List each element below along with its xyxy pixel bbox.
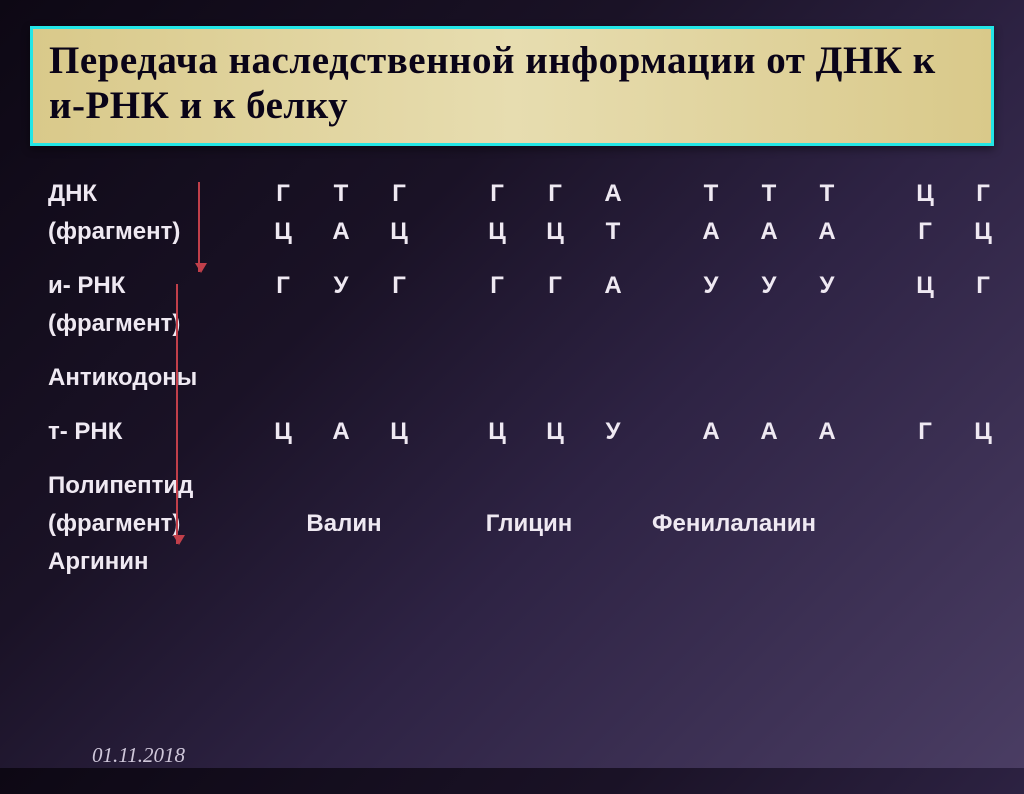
nt: Т bbox=[740, 180, 798, 208]
nt: Г bbox=[468, 180, 526, 208]
nt: Г bbox=[954, 180, 1012, 208]
amino-acid: Аргинин bbox=[48, 548, 434, 576]
nt: Ц bbox=[254, 218, 312, 246]
row-mrna: и- РНК Г У Г Г Г А У У У Ц Г У bbox=[48, 268, 986, 304]
nt: Т bbox=[584, 218, 642, 246]
nt: Ц bbox=[954, 418, 1012, 446]
nt: У bbox=[740, 272, 798, 300]
nt: Г bbox=[526, 272, 584, 300]
nt: У bbox=[682, 272, 740, 300]
spacer bbox=[48, 452, 986, 468]
nt: Г bbox=[254, 180, 312, 208]
nt: А bbox=[1012, 218, 1024, 246]
nt: Ц bbox=[526, 218, 584, 246]
nt: А bbox=[312, 418, 370, 446]
row-polypeptide-amino-wrap: Аргинин bbox=[48, 544, 986, 580]
amino-acid: Глицин bbox=[434, 510, 624, 538]
nt: Г bbox=[370, 272, 428, 300]
label-anticodons: Антикодоны bbox=[48, 364, 254, 392]
nt: Ц bbox=[954, 218, 1012, 246]
nt: Г bbox=[526, 180, 584, 208]
nt: А bbox=[798, 218, 856, 246]
nt: Т bbox=[798, 180, 856, 208]
row-mrna-sub: (фрагмент) bbox=[48, 306, 986, 342]
spacer bbox=[48, 398, 986, 414]
nt: А bbox=[584, 272, 642, 300]
row-dna-top: ДНК Г Т Г Г Г А Т Т Т Ц Г Т bbox=[48, 176, 986, 212]
title-bar: Передача наследственной информации от ДН… bbox=[30, 26, 994, 146]
footer-date: 01.11.2018 bbox=[92, 743, 185, 768]
label-polypeptide: Полипептид bbox=[48, 472, 254, 500]
nt: А bbox=[682, 418, 740, 446]
nt: Г bbox=[468, 272, 526, 300]
row-dna-bottom: (фрагмент) Ц А Ц Ц Ц Т А А А Г Ц А bbox=[48, 214, 986, 250]
arrow-dna-to-mrna bbox=[198, 182, 200, 272]
nt: У bbox=[798, 272, 856, 300]
nt: У bbox=[584, 418, 642, 446]
nt: А bbox=[740, 218, 798, 246]
nt: Т bbox=[682, 180, 740, 208]
label-dna: ДНК bbox=[48, 180, 254, 208]
spacer bbox=[48, 252, 986, 268]
nt: Ц bbox=[526, 418, 584, 446]
nt: А bbox=[1012, 418, 1024, 446]
slide-title: Передача наследственной информации от ДН… bbox=[49, 39, 975, 129]
nt: Ц bbox=[254, 418, 312, 446]
row-polypeptide: Полипептид bbox=[48, 468, 986, 504]
amino-acid: Валин bbox=[254, 510, 434, 538]
label-mrna-fragment: (фрагмент) bbox=[48, 310, 254, 338]
nt: Г bbox=[896, 418, 954, 446]
nt: А bbox=[312, 218, 370, 246]
label-mrna: и- РНК bbox=[48, 272, 254, 300]
amino-acid: Фенилаланин bbox=[624, 510, 844, 538]
nt: Ц bbox=[370, 218, 428, 246]
nt: Т bbox=[1012, 180, 1024, 208]
label-dna-fragment: (фрагмент) bbox=[48, 218, 254, 246]
nt: А bbox=[740, 418, 798, 446]
row-trna: т- РНК Ц А Ц Ц Ц У А А А Г Ц А bbox=[48, 414, 986, 450]
nt: Г bbox=[254, 272, 312, 300]
nt: Ц bbox=[896, 272, 954, 300]
nt: А bbox=[584, 180, 642, 208]
nt: Г bbox=[370, 180, 428, 208]
slide: Передача наследственной информации от ДН… bbox=[0, 26, 1024, 794]
nt: Ц bbox=[468, 218, 526, 246]
label-polypeptide-fragment: (фрагмент) bbox=[48, 510, 254, 538]
nt: А bbox=[682, 218, 740, 246]
spacer bbox=[48, 344, 986, 360]
row-polypeptide-amino: (фрагмент) Валин Глицин Фенилаланин bbox=[48, 506, 986, 542]
nt: Ц bbox=[370, 418, 428, 446]
nt: У bbox=[312, 272, 370, 300]
label-trna: т- РНК bbox=[48, 418, 254, 446]
arrow-mrna-to-protein bbox=[176, 284, 178, 544]
row-anticodons: Антикодоны bbox=[48, 360, 986, 396]
nt: Ц bbox=[896, 180, 954, 208]
nt: А bbox=[798, 418, 856, 446]
nt: Г bbox=[954, 272, 1012, 300]
content-area: ДНК Г Т Г Г Г А Т Т Т Ц Г Т (фрагмент) Ц… bbox=[48, 176, 986, 580]
nt: Т bbox=[312, 180, 370, 208]
nt: У bbox=[1012, 272, 1024, 300]
nt: Ц bbox=[468, 418, 526, 446]
nt: Г bbox=[896, 218, 954, 246]
